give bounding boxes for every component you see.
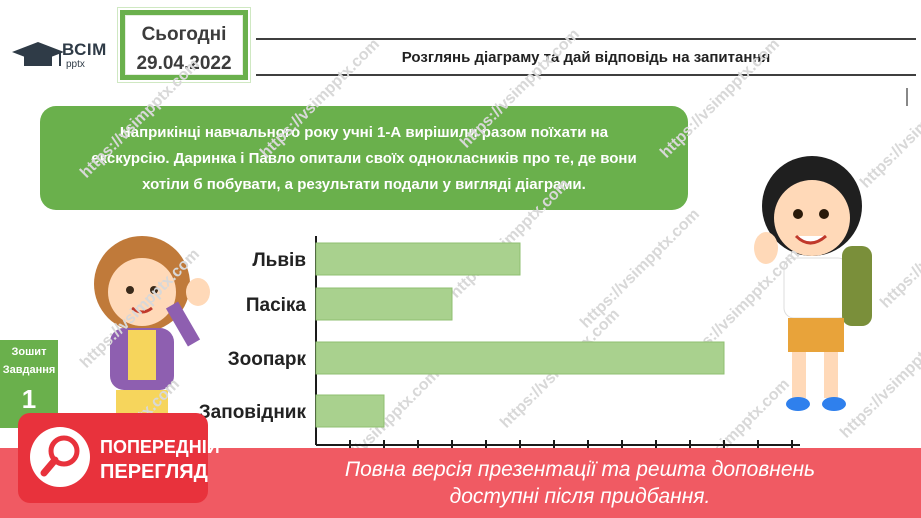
boy-illustration [754,156,872,411]
date-box: Сьогодні 29.04.2022 [118,8,250,82]
task-number: 1 [21,384,37,414]
graduation-cap-icon [12,42,64,66]
magnifier-icon [30,427,90,487]
bar-1 [315,287,453,321]
date-value: 29.04.2022 [136,53,232,74]
category-label: Львів [252,250,306,271]
watermark-text: https://vsimpptx.com [497,305,623,432]
category-label: Зоопарк [228,349,307,370]
date-label: Сьогодні [141,24,227,45]
task-text: Наприкінці навчального року учні 1-А вир… [80,120,648,198]
title-bar: Розглянь діаграму та дай відповідь на за… [256,38,916,76]
logo-sub: pptx [66,59,85,70]
badge-line2: ПЕРЕГЛЯД [100,461,208,483]
watermark-text: https://vsimpptx.com [857,65,921,192]
logo-brand: ВСІМ [62,40,107,59]
girl-illustration [94,236,210,418]
task-line: Наприкінці навчального року учні 1-А вир… [119,124,609,141]
badge-line1: ПОПЕРЕДНІЙ [100,437,220,457]
task-line: хотіли б побувати, а результати подали у… [142,176,586,193]
task-box: Наприкінці навчального року учні 1-А вир… [40,106,688,210]
task-label: Завдання [2,364,56,376]
category-label: Пасіка [246,295,307,316]
scroll-indicator-icon[interactable] [906,88,918,106]
watermark-text: https://vsimpptx.com [577,205,703,332]
task-line: екскурсію. Даринка і Павло опитали своїх… [91,150,637,167]
date-inner: Сьогодні 29.04.2022 [125,15,243,75]
banner-text-line1: Повна версія презентації та решта доповн… [344,458,816,481]
workbook-label: Зошит [11,346,47,358]
bar-2 [315,341,725,375]
preview-badge[interactable]: ПОПЕРЕДНІЙ ПЕРЕГЛЯД [18,413,220,503]
watermark-text: https://vsimpptx.com [877,185,921,312]
banner-text-line2: доступні після придбання. [449,485,711,508]
slide-title: Розглянь діаграму та дай відповідь на за… [401,48,771,66]
